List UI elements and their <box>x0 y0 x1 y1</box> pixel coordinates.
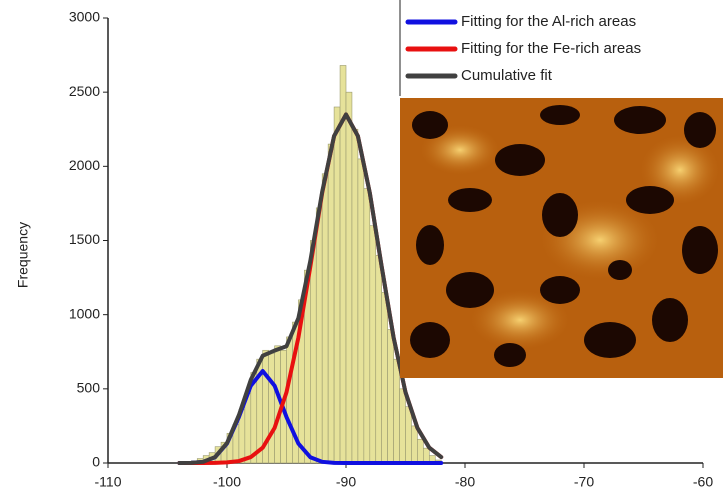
legend-label: Cumulative fit <box>461 67 553 84</box>
x-tick-label: -80 <box>455 474 475 490</box>
histogram-bar <box>345 91 353 464</box>
y-tick-label: 2000 <box>69 157 100 173</box>
afm-image <box>400 98 723 378</box>
histogram-bar <box>333 106 341 464</box>
histogram-bar <box>399 388 406 464</box>
histogram-bar <box>309 240 317 464</box>
y-tick-label: 1500 <box>69 231 100 247</box>
histogram-bar <box>327 143 335 464</box>
y-tick-label: 0 <box>92 454 100 470</box>
histogram-bar <box>351 128 359 464</box>
histogram-bar <box>375 255 382 464</box>
y-axis-label: Frequency <box>15 222 31 288</box>
legend-label: Fitting for the Al-rich areas <box>461 13 636 30</box>
histogram-bar <box>381 292 388 464</box>
histogram-bar <box>363 188 371 464</box>
histogram-bar <box>357 158 365 464</box>
histogram-bar <box>321 173 329 464</box>
y-tick-label: 500 <box>77 380 101 396</box>
y-tick-label: 1000 <box>69 305 100 321</box>
histogram-bar <box>393 358 400 464</box>
fit-line <box>177 112 444 465</box>
x-tick-label: -110 <box>95 474 122 490</box>
y-tick-label: 3000 <box>69 9 100 25</box>
histogram-bar <box>369 225 377 464</box>
x-tick-label: -70 <box>574 474 594 490</box>
x-tick-label: -100 <box>213 474 241 490</box>
y-tick-label: 2500 <box>69 83 100 99</box>
histogram-bar <box>411 425 418 464</box>
legend-label: Fitting for the Fe-rich areas <box>461 40 641 57</box>
histogram-bar <box>268 352 275 464</box>
x-tick-label: -90 <box>336 474 356 490</box>
histogram-bar <box>423 447 430 464</box>
histogram-bar <box>417 438 424 464</box>
histogram-bar <box>315 207 323 464</box>
histogram-bar <box>387 329 394 464</box>
x-tick-label: -60 <box>693 474 713 490</box>
histogram-bar <box>405 406 412 464</box>
histogram-bar <box>286 336 293 464</box>
